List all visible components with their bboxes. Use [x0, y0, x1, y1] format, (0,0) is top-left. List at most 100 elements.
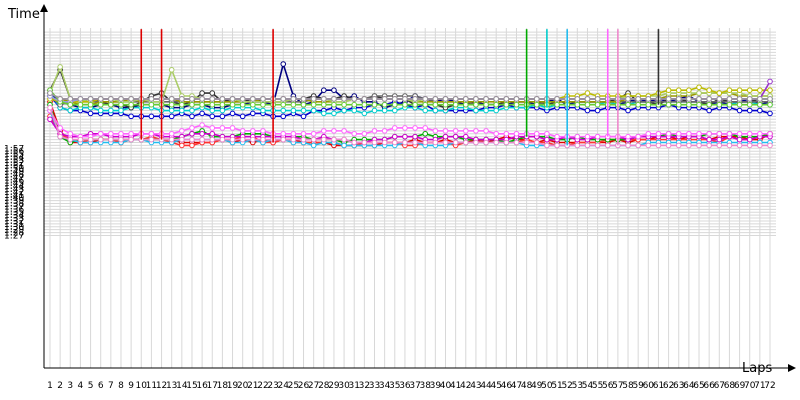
x-tick-label: 14 [176, 381, 188, 391]
data-point [544, 136, 550, 143]
data-point [219, 136, 226, 143]
x-tick-label: 16 [196, 381, 208, 391]
x-tick-label: 21 [247, 381, 258, 391]
data-point [97, 136, 104, 143]
data-point [696, 90, 702, 96]
data-point [635, 142, 641, 149]
data-point [168, 101, 175, 108]
x-tick-label: 43 [470, 381, 481, 391]
data-point [442, 139, 449, 146]
x-tick-label: 56 [602, 381, 614, 391]
data-point [391, 139, 398, 146]
data-point [706, 96, 712, 102]
data-point [736, 101, 743, 108]
data-point [736, 136, 743, 143]
data-point [128, 130, 134, 137]
data-point [300, 130, 307, 137]
data-point [97, 96, 104, 102]
data-point [402, 125, 408, 131]
x-tick-label: 51 [551, 381, 562, 391]
data-point [493, 139, 499, 146]
data-point [321, 87, 327, 93]
data-point [168, 130, 175, 137]
data-point [250, 110, 256, 117]
data-point [473, 107, 479, 114]
data-point [513, 130, 520, 137]
data-point [493, 107, 499, 114]
data-point [412, 96, 418, 102]
data-point [199, 130, 205, 137]
data-point [757, 101, 763, 108]
x-tick-label: 41 [450, 381, 461, 391]
data-point [767, 101, 773, 108]
data-point [452, 139, 459, 146]
data-point [473, 101, 479, 108]
y-tick-label: 1:35 [4, 208, 24, 218]
data-point [67, 130, 74, 137]
axes [40, 4, 796, 372]
data-point [148, 96, 155, 102]
data-point [483, 128, 489, 134]
x-tick-label: 44 [480, 381, 492, 391]
data-point [422, 107, 429, 114]
data-point [381, 139, 388, 146]
data-point [422, 130, 429, 137]
data-point [483, 139, 489, 146]
x-tick-label: 64 [683, 381, 695, 391]
data-point [290, 130, 297, 137]
y-tick-label: 1:45 [4, 179, 24, 189]
data-point [97, 130, 104, 137]
data-point [361, 101, 368, 108]
data-point [391, 125, 398, 131]
data-point [686, 142, 692, 149]
data-point [290, 107, 297, 114]
x-tick-label: 7 [108, 381, 114, 391]
data-point [219, 107, 226, 114]
data-point [625, 133, 631, 140]
data-point [655, 130, 662, 137]
data-point [402, 139, 408, 146]
data-point [128, 113, 134, 120]
x-tick-label: 60 [643, 381, 655, 391]
data-point [310, 96, 317, 102]
x-tick-label: 26 [298, 381, 310, 391]
data-point [716, 142, 723, 149]
data-point [422, 125, 429, 131]
data-point [483, 96, 489, 102]
data-point [118, 101, 124, 108]
y-tick-label: 1:57 [4, 144, 24, 154]
data-point [310, 130, 317, 137]
data-point [391, 101, 398, 108]
data-point [189, 96, 195, 102]
data-point [757, 87, 763, 93]
data-point [533, 130, 540, 137]
data-point [321, 96, 327, 102]
data-point [726, 142, 733, 149]
data-point [767, 142, 773, 149]
data-point [331, 96, 337, 102]
data-point [523, 139, 530, 146]
data-point [412, 139, 418, 146]
data-point [250, 101, 256, 108]
data-point [584, 90, 591, 96]
data-point [594, 133, 601, 140]
y-tick-label: 1:46 [4, 176, 24, 186]
x-tick-label: 55 [592, 381, 603, 391]
x-tick-label: 20 [237, 381, 249, 391]
x-tick-label: 42 [460, 381, 471, 391]
y-tick-label: 1:50 [4, 165, 24, 175]
data-point [412, 125, 418, 131]
x-tick-label: 15 [186, 381, 197, 391]
x-tick-label: 2 [57, 381, 63, 391]
x-tick-label: 1 [47, 381, 53, 391]
x-tick-label: 36 [399, 381, 411, 391]
data-point [391, 107, 398, 114]
data-point [736, 107, 743, 114]
data-point [168, 67, 175, 73]
x-tick-label: 48 [521, 381, 533, 391]
data-point [706, 107, 712, 114]
x-tick-label: 3 [67, 381, 73, 391]
data-point [767, 130, 773, 137]
data-point [260, 136, 266, 143]
data-point [148, 130, 155, 137]
